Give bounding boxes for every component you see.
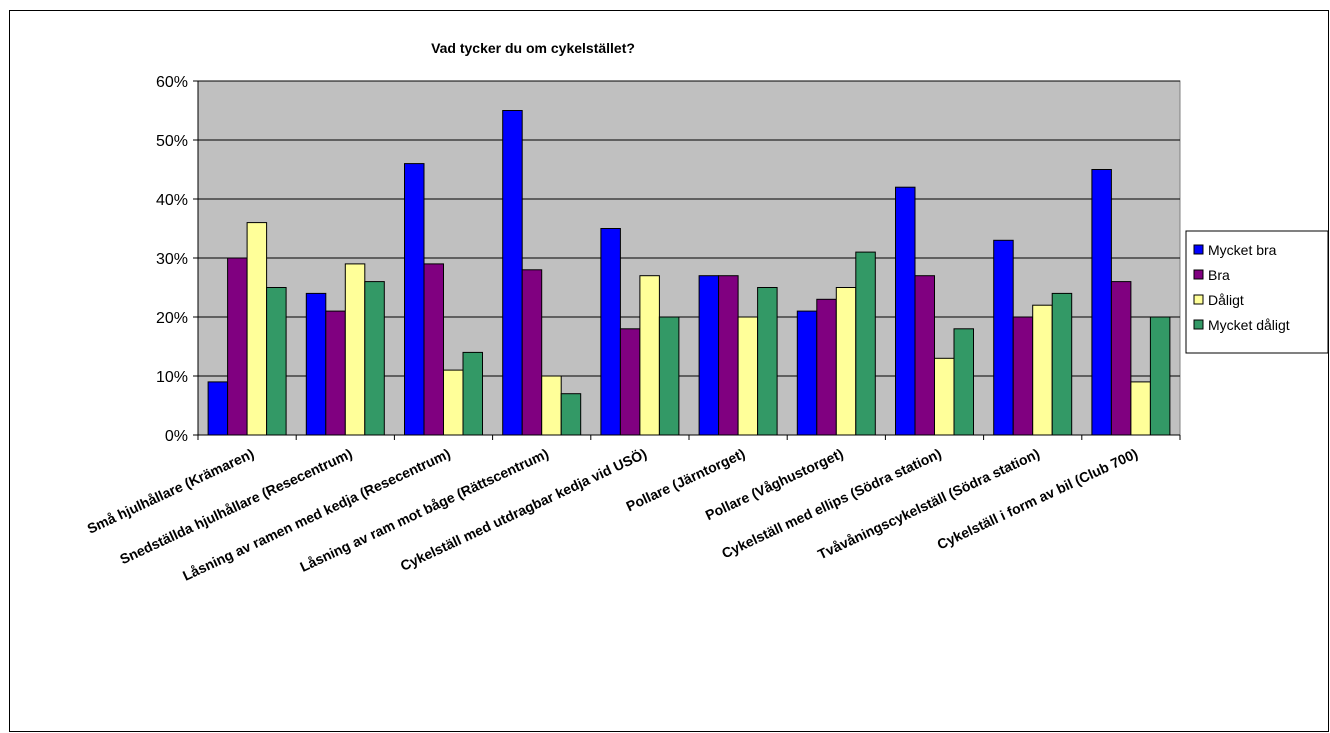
y-tick-label: 0% [165, 428, 188, 445]
bar [423, 263, 444, 436]
bar [816, 298, 837, 436]
bar [364, 281, 385, 436]
x-category-label: Små hjulhållare (Krämaren) [85, 445, 257, 536]
bar [993, 239, 1014, 436]
y-tick-label: 30% [156, 251, 188, 268]
bars [207, 110, 1171, 436]
legend-label: Mycket bra [1208, 242, 1277, 258]
bar [658, 316, 680, 436]
bar [718, 275, 739, 436]
y-tick-label: 40% [156, 192, 188, 209]
bar [266, 287, 287, 436]
bar [462, 351, 483, 436]
bar [835, 287, 857, 436]
legend-swatch [1193, 244, 1204, 255]
bar [560, 393, 582, 436]
bar [1149, 316, 1171, 436]
bar [855, 251, 876, 436]
bar [541, 375, 562, 436]
bar [502, 110, 523, 436]
bar [1012, 316, 1034, 436]
legend-label: Bra [1208, 267, 1230, 283]
bar [757, 287, 778, 436]
y-tick-label: 10% [156, 369, 188, 386]
bar [1110, 281, 1132, 436]
bar-chart: Vad tycker du om cykelstället? 0% 10% 20% 3… [85, 40, 1328, 584]
bar [619, 328, 641, 436]
bar [1091, 169, 1112, 436]
bar [914, 275, 935, 436]
bar [207, 381, 229, 436]
legend: Mycket bra Bra Dåligt Mycket dåligt [1185, 230, 1328, 354]
y-tick-label: 50% [156, 133, 188, 150]
bar [443, 369, 464, 436]
bar [737, 316, 759, 436]
bar [1130, 381, 1151, 436]
bar [1032, 304, 1053, 436]
legend-label: Mycket dåligt [1208, 317, 1290, 333]
bar [796, 310, 818, 436]
bar [639, 275, 660, 436]
bar [325, 310, 346, 436]
bar [953, 328, 974, 436]
bar [344, 263, 366, 436]
bar [305, 292, 327, 436]
y-tick-labels: 0% 10% 20% 30% 40% 50% 60% [156, 74, 188, 445]
bar [600, 228, 621, 436]
bar [246, 222, 268, 436]
legend-swatch [1193, 294, 1204, 305]
legend-box [1185, 230, 1328, 354]
bar [1051, 292, 1073, 436]
chart-title: Vad tycker du om cykelstället? [431, 40, 635, 56]
bar [404, 163, 425, 436]
chart-frame: Vad tycker du om cykelstället? 0% 10% 20% 3… [9, 10, 1329, 732]
bar [698, 275, 720, 436]
y-tick-label: 60% [156, 74, 188, 91]
legend-label: Dåligt [1208, 292, 1244, 308]
bar [227, 257, 248, 436]
legend-swatch [1193, 269, 1204, 280]
y-tick-label: 20% [156, 310, 188, 327]
bar [521, 269, 543, 436]
legend-swatch [1193, 319, 1204, 330]
axes [193, 80, 1181, 440]
x-category-labels: Små hjulhållare (Krämaren)Snedställda hj… [85, 445, 1141, 583]
bar [934, 357, 955, 436]
bar [895, 186, 916, 436]
